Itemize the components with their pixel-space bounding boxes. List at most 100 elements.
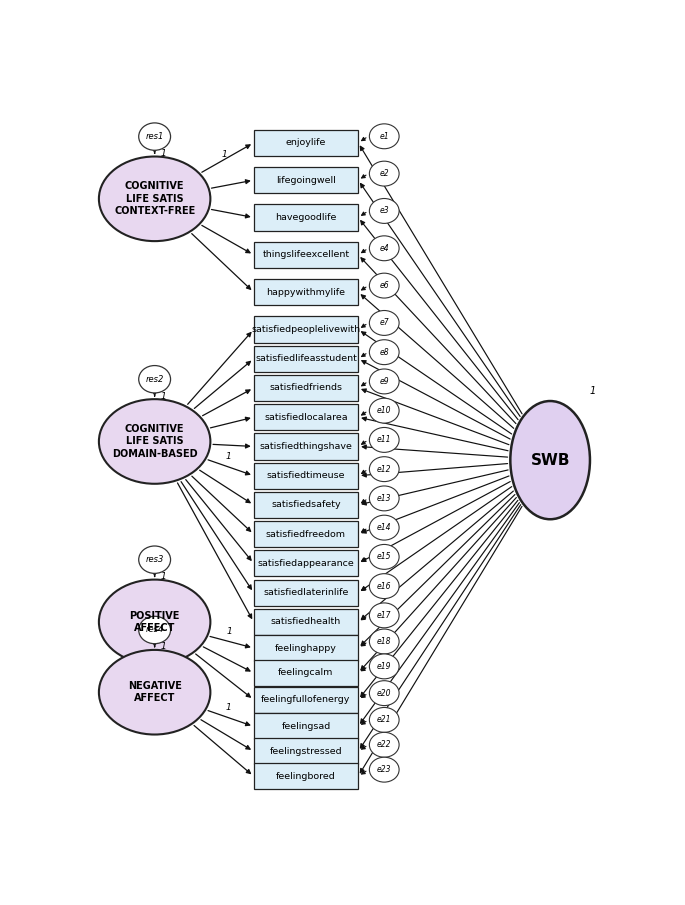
Ellipse shape bbox=[369, 486, 399, 510]
Text: e19: e19 bbox=[377, 662, 392, 671]
Text: e15: e15 bbox=[377, 552, 392, 561]
FancyBboxPatch shape bbox=[254, 713, 358, 739]
Ellipse shape bbox=[99, 650, 210, 735]
Ellipse shape bbox=[369, 457, 399, 481]
Text: 1: 1 bbox=[225, 703, 231, 712]
Text: satisfiedsafety: satisfiedsafety bbox=[271, 500, 340, 510]
FancyBboxPatch shape bbox=[254, 550, 358, 576]
Ellipse shape bbox=[369, 339, 399, 365]
FancyBboxPatch shape bbox=[254, 462, 358, 489]
Ellipse shape bbox=[369, 681, 399, 706]
Text: e3: e3 bbox=[379, 206, 389, 215]
Text: thingslifeexcellent: thingslifeexcellent bbox=[262, 251, 349, 260]
FancyBboxPatch shape bbox=[254, 205, 358, 231]
Text: res3: res3 bbox=[145, 555, 164, 564]
FancyBboxPatch shape bbox=[254, 687, 358, 713]
Text: e18: e18 bbox=[377, 637, 392, 646]
Text: e23: e23 bbox=[377, 765, 392, 774]
Text: NEGATIVE
AFFECT: NEGATIVE AFFECT bbox=[127, 681, 182, 703]
Ellipse shape bbox=[369, 161, 399, 186]
FancyBboxPatch shape bbox=[254, 317, 358, 342]
Ellipse shape bbox=[369, 198, 399, 224]
Text: satisfiedthingshave: satisfiedthingshave bbox=[260, 442, 352, 451]
Ellipse shape bbox=[369, 574, 399, 598]
Text: POSITIVE
AFFECT: POSITIVE AFFECT bbox=[129, 611, 180, 633]
Ellipse shape bbox=[369, 427, 399, 452]
Text: 1: 1 bbox=[590, 386, 596, 396]
Text: 1: 1 bbox=[161, 572, 166, 581]
Text: SWB: SWB bbox=[530, 452, 570, 468]
Text: feelingcalm: feelingcalm bbox=[278, 669, 334, 678]
FancyBboxPatch shape bbox=[254, 738, 358, 765]
Ellipse shape bbox=[369, 708, 399, 732]
Text: happywithmylife: happywithmylife bbox=[266, 288, 345, 297]
Text: feelingsad: feelingsad bbox=[282, 722, 331, 731]
FancyBboxPatch shape bbox=[254, 635, 358, 661]
Text: 1: 1 bbox=[161, 149, 166, 157]
Text: e14: e14 bbox=[377, 523, 392, 532]
Text: e1: e1 bbox=[379, 132, 389, 141]
FancyBboxPatch shape bbox=[254, 492, 358, 518]
Text: e11: e11 bbox=[377, 435, 392, 444]
Ellipse shape bbox=[369, 236, 399, 261]
Text: 1: 1 bbox=[226, 627, 232, 636]
FancyBboxPatch shape bbox=[254, 433, 358, 460]
Ellipse shape bbox=[369, 757, 399, 782]
Text: e6: e6 bbox=[379, 281, 389, 291]
Text: satisfiedfreedom: satisfiedfreedom bbox=[266, 529, 346, 538]
Text: satisfiedappearance: satisfiedappearance bbox=[258, 559, 354, 568]
Text: e2: e2 bbox=[379, 169, 389, 178]
Text: e16: e16 bbox=[377, 582, 392, 591]
Text: satisfiedhealth: satisfiedhealth bbox=[271, 617, 341, 626]
Ellipse shape bbox=[369, 273, 399, 298]
Text: 1: 1 bbox=[221, 150, 227, 159]
FancyBboxPatch shape bbox=[254, 167, 358, 193]
Text: satisfiedfriends: satisfiedfriends bbox=[269, 384, 342, 393]
Ellipse shape bbox=[369, 369, 399, 394]
Ellipse shape bbox=[369, 732, 399, 757]
Text: e10: e10 bbox=[377, 406, 392, 415]
Text: e17: e17 bbox=[377, 611, 392, 620]
Text: satisfiedlifeasstudent: satisfiedlifeasstudent bbox=[255, 354, 357, 363]
Text: e9: e9 bbox=[379, 376, 389, 386]
Text: res4: res4 bbox=[145, 625, 164, 634]
Ellipse shape bbox=[99, 157, 210, 241]
FancyBboxPatch shape bbox=[254, 405, 358, 430]
Text: e22: e22 bbox=[377, 740, 392, 749]
Ellipse shape bbox=[369, 310, 399, 336]
Ellipse shape bbox=[510, 401, 590, 519]
Text: COGNITIVE
LIFE SATIS
CONTEXT-FREE: COGNITIVE LIFE SATIS CONTEXT-FREE bbox=[114, 181, 195, 216]
Text: satisfiedpeoplelivewith: satisfiedpeoplelivewith bbox=[251, 325, 360, 334]
Text: lifegoingwell: lifegoingwell bbox=[276, 176, 336, 185]
Text: feelinghappy: feelinghappy bbox=[275, 643, 337, 653]
FancyBboxPatch shape bbox=[254, 763, 358, 789]
Text: e7: e7 bbox=[379, 319, 389, 328]
Text: feelingbored: feelingbored bbox=[276, 772, 336, 781]
Text: e20: e20 bbox=[377, 689, 392, 698]
Text: enjoylife: enjoylife bbox=[286, 138, 326, 148]
Text: e12: e12 bbox=[377, 464, 392, 473]
Text: feelingstressed: feelingstressed bbox=[270, 747, 342, 756]
Text: e13: e13 bbox=[377, 494, 392, 503]
Ellipse shape bbox=[138, 123, 171, 150]
Text: havegoodlife: havegoodlife bbox=[275, 213, 336, 222]
Ellipse shape bbox=[369, 515, 399, 540]
FancyBboxPatch shape bbox=[254, 609, 358, 635]
Text: e4: e4 bbox=[379, 243, 389, 252]
FancyBboxPatch shape bbox=[254, 346, 358, 372]
Text: 1: 1 bbox=[225, 452, 231, 461]
Ellipse shape bbox=[369, 124, 399, 148]
Ellipse shape bbox=[369, 629, 399, 654]
FancyBboxPatch shape bbox=[254, 660, 358, 686]
Text: 1: 1 bbox=[161, 643, 166, 652]
Ellipse shape bbox=[369, 398, 399, 424]
FancyBboxPatch shape bbox=[254, 242, 358, 268]
Text: e21: e21 bbox=[377, 715, 392, 724]
Ellipse shape bbox=[99, 399, 210, 484]
Text: res2: res2 bbox=[145, 375, 164, 384]
Ellipse shape bbox=[138, 616, 171, 643]
Text: res1: res1 bbox=[145, 132, 164, 141]
Text: COGNITIVE
LIFE SATIS
DOMAIN-BASED: COGNITIVE LIFE SATIS DOMAIN-BASED bbox=[112, 424, 197, 459]
FancyBboxPatch shape bbox=[254, 579, 358, 605]
FancyBboxPatch shape bbox=[254, 129, 358, 156]
